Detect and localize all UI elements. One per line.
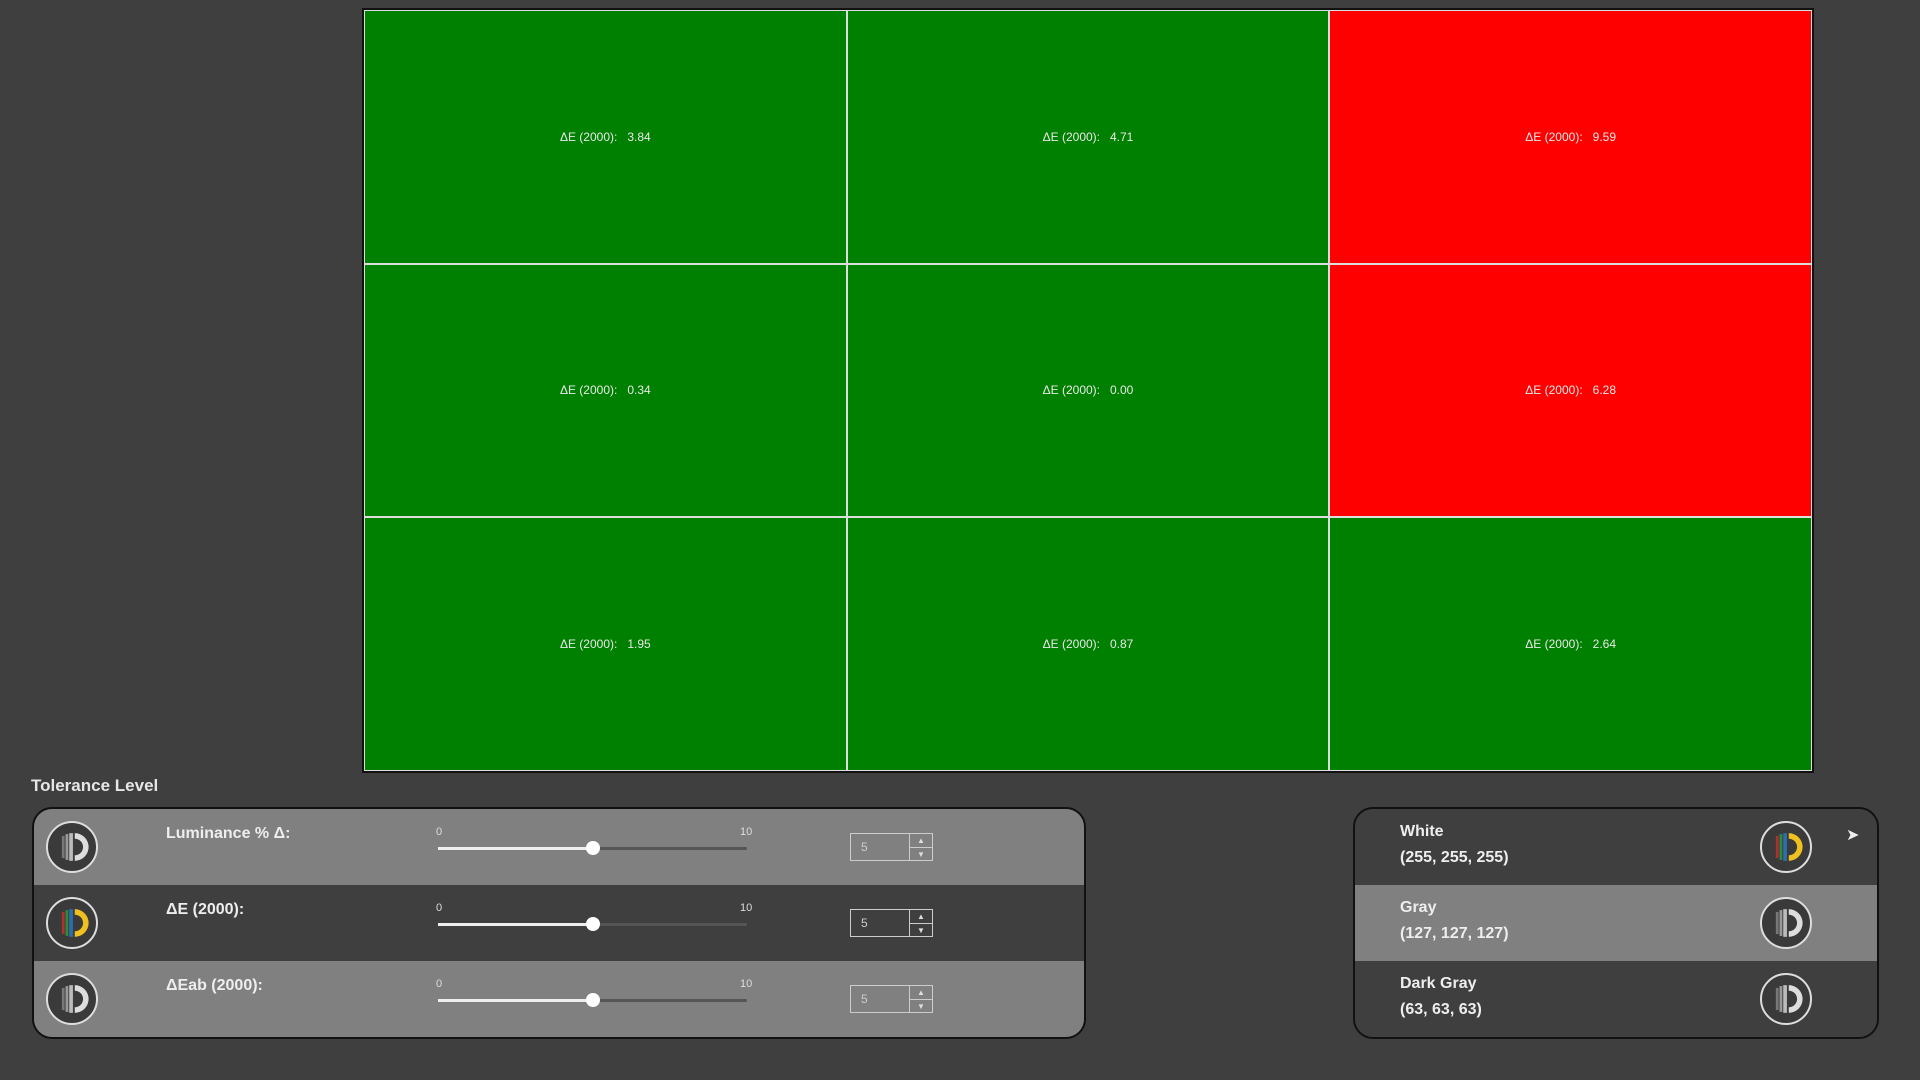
grayscale-badge-icon[interactable] [46, 973, 98, 1025]
patch-name: Gray [1400, 899, 1437, 916]
delta-e-cell: ΔE (2000): 4.71 [846, 10, 1330, 264]
slider-thumb[interactable] [585, 841, 600, 855]
slider-max: 10 [740, 978, 753, 990]
tolerance-input[interactable] [851, 986, 909, 1012]
patch-item[interactable]: Gray (127, 127, 127) [1355, 885, 1877, 961]
delta-e-cell: ΔE (2000): 0.00 [846, 263, 1330, 518]
cell-value: 9.59 [1592, 129, 1617, 144]
tolerance-label: ΔE (2000): [166, 901, 245, 918]
color-badge-icon[interactable] [46, 897, 98, 949]
cell-value: 3.84 [627, 129, 651, 144]
tolerance-title: Tolerance Level [31, 776, 159, 795]
patch-item[interactable]: White (255, 255, 255) [1355, 809, 1877, 885]
grayscale-badge-icon[interactable] [1760, 897, 1812, 949]
tolerance-label: ΔEab (2000): [166, 977, 263, 994]
delta-e-cell: ΔE (2000): 6.28 [1329, 263, 1812, 518]
mouse-cursor-icon: ➤ [1846, 827, 1860, 844]
cell-label: ΔE (2000): [1042, 637, 1100, 652]
delta-e-cell: ΔE (2000): 3.84 [364, 10, 847, 264]
tolerance-spinbox[interactable]: ▲▼ [850, 909, 933, 937]
increment-arrow-icon[interactable]: ▲ [917, 988, 925, 997]
decrement-arrow-icon[interactable]: ▼ [910, 999, 932, 1013]
cell-value: 2.64 [1592, 637, 1617, 652]
tolerance-slider[interactable] [438, 841, 747, 855]
patch-list: White (255, 255, 255) Gray (127, 127, 12… [1353, 807, 1879, 1039]
slider-min: 0 [436, 902, 443, 914]
cell-label: ΔE (2000): [1042, 129, 1100, 144]
increment-arrow-icon[interactable]: ▲ [917, 836, 925, 845]
cell-value: 4.71 [1110, 129, 1134, 144]
tolerance-slider[interactable] [438, 917, 747, 931]
slider-max: 10 [740, 902, 753, 914]
tolerance-label: Luminance % Δ: [166, 825, 291, 842]
slider-thumb[interactable] [585, 993, 600, 1007]
cell-label: ΔE (2000): [559, 383, 618, 398]
cell-value: 0.00 [1110, 383, 1134, 398]
patch-rgb: (255, 255, 255) [1400, 849, 1509, 866]
tolerance-spinbox[interactable]: ▲▼ [850, 985, 933, 1013]
delta-e-cell: ΔE (2000): 0.34 [364, 263, 847, 518]
cell-label: ΔE (2000): [1042, 383, 1100, 398]
cell-label: ΔE (2000): [559, 637, 618, 652]
color-badge-icon[interactable] [1760, 821, 1812, 873]
cell-value: 0.34 [627, 383, 651, 398]
tolerance-panel: Luminance % Δ: 0 10 ▲▼ ΔE (2000): 0 10 ▲… [32, 807, 1086, 1039]
decrement-arrow-icon[interactable]: ▼ [910, 847, 932, 861]
cell-value: 0.87 [1110, 637, 1134, 652]
cell-value: 6.28 [1592, 383, 1617, 398]
delta-e-cell: ΔE (2000): 0.87 [846, 517, 1330, 771]
decrement-arrow-icon[interactable]: ▼ [910, 923, 932, 937]
delta-e-cell: ΔE (2000): 1.95 [364, 517, 847, 771]
tolerance-input[interactable] [851, 834, 909, 860]
cell-label: ΔE (2000): [1525, 383, 1583, 398]
patch-name: Dark Gray [1400, 975, 1477, 992]
slider-max: 10 [740, 826, 753, 838]
cell-label: ΔE (2000): [1525, 129, 1583, 144]
delta-e-grid: ΔE (2000): 3.84 ΔE (2000): 4.71 ΔE (2000): 9.… [362, 8, 1814, 773]
tolerance-input[interactable] [851, 910, 909, 936]
slider-min: 0 [436, 826, 443, 838]
patch-rgb: (63, 63, 63) [1400, 1001, 1482, 1018]
patch-name: White [1400, 823, 1444, 840]
tolerance-row: ΔEab (2000): 0 10 ▲▼ [34, 961, 1084, 1037]
tolerance-row: ΔE (2000): 0 10 ▲▼ [34, 885, 1084, 961]
cell-label: ΔE (2000): [559, 129, 618, 144]
slider-min: 0 [436, 978, 443, 990]
tolerance-spinbox[interactable]: ▲▼ [850, 833, 933, 861]
delta-e-cell: ΔE (2000): 9.59 [1329, 10, 1812, 264]
cell-label: ΔE (2000): [1525, 637, 1583, 652]
delta-e-cell: ΔE (2000): 2.64 [1329, 517, 1812, 771]
tolerance-slider[interactable] [438, 993, 747, 1007]
cell-value: 1.95 [627, 637, 651, 652]
grayscale-badge-icon[interactable] [46, 821, 98, 873]
grayscale-badge-icon[interactable] [1760, 973, 1812, 1025]
patch-item[interactable]: Dark Gray (63, 63, 63) [1355, 961, 1877, 1037]
slider-thumb[interactable] [585, 917, 600, 931]
increment-arrow-icon[interactable]: ▲ [917, 912, 925, 921]
patch-rgb: (127, 127, 127) [1400, 925, 1509, 942]
tolerance-row: Luminance % Δ: 0 10 ▲▼ [34, 809, 1084, 885]
